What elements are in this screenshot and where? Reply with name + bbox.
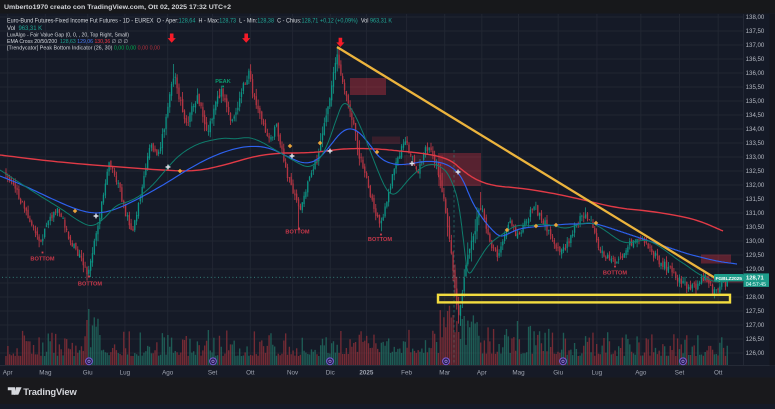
svg-text:135,00: 135,00 (746, 98, 765, 105)
svg-text:FGBLZ2025: FGBLZ2025 (716, 276, 743, 282)
svg-text:128,00: 128,00 (746, 294, 765, 301)
svg-text:135,50: 135,50 (746, 84, 765, 91)
svg-text:PEAK: PEAK (215, 79, 231, 85)
svg-text:133,00: 133,00 (746, 154, 765, 161)
svg-text:131,50: 131,50 (746, 196, 765, 203)
svg-text:2025: 2025 (359, 369, 374, 376)
svg-text:TradingView: TradingView (23, 386, 77, 397)
svg-text:Vol 963,31 K: Vol 963,31 K (7, 26, 42, 32)
svg-text:Lug: Lug (592, 369, 603, 376)
svg-text:Giu: Giu (83, 369, 93, 376)
svg-text:BOTTOM: BOTTOM (368, 237, 392, 243)
svg-text:134,50: 134,50 (746, 112, 765, 119)
svg-text:136,50: 136,50 (746, 56, 765, 63)
svg-text:Umberto1970 creato con Trading: Umberto1970 creato con TradingView.com, … (4, 4, 232, 11)
svg-text:Mag: Mag (512, 369, 525, 376)
svg-text:EMA Cross 20/50/200 128,63 12: EMA Cross 20/50/200 128,63 129,06 130,36… (7, 39, 128, 45)
svg-text:132,00: 132,00 (746, 182, 765, 189)
svg-text:132,50: 132,50 (746, 168, 765, 175)
svg-text:BOTTOM: BOTTOM (30, 257, 54, 263)
svg-text:126,00: 126,00 (746, 350, 765, 357)
svg-text:Mag: Mag (39, 369, 52, 376)
svg-text:136,00: 136,00 (746, 70, 765, 77)
svg-text:126,50: 126,50 (746, 336, 765, 343)
svg-text:Dic: Dic (326, 369, 335, 376)
svg-text:Lug: Lug (120, 369, 131, 376)
svg-text:Set: Set (675, 369, 685, 376)
svg-text:Nov: Nov (287, 369, 299, 376)
svg-text:127,50: 127,50 (746, 308, 765, 315)
svg-text:Feb: Feb (401, 369, 412, 376)
svg-text:131,00: 131,00 (746, 210, 765, 217)
svg-text:127,00: 127,00 (746, 322, 765, 329)
svg-text:04:57:45: 04:57:45 (746, 282, 766, 288)
svg-text:129,50: 129,50 (746, 252, 765, 259)
svg-text:128,71: 128,71 (746, 276, 765, 282)
svg-text:130,00: 130,00 (746, 238, 765, 245)
svg-text:129,00: 129,00 (746, 266, 765, 273)
svg-text:Ago: Ago (162, 369, 174, 376)
svg-text:Apr: Apr (3, 369, 13, 376)
svg-text:Set: Set (208, 369, 218, 376)
svg-text:BOTTOM: BOTTOM (78, 282, 102, 288)
svg-text:137,00: 137,00 (746, 42, 765, 49)
svg-text:BOTTOM: BOTTOM (603, 271, 627, 277)
svg-text:LuxAlgo - Fair Value Gap (0, 0: LuxAlgo - Fair Value Gap (0, 0, , 20, To… (7, 33, 129, 39)
svg-text:Apr: Apr (477, 369, 487, 376)
svg-text:Ott: Ott (714, 369, 723, 376)
svg-text:138,00: 138,00 (746, 14, 765, 21)
svg-text:130,50: 130,50 (746, 224, 765, 231)
svg-text:134,00: 134,00 (746, 126, 765, 133)
svg-text:Ott: Ott (246, 369, 255, 376)
svg-text:BOTTOM: BOTTOM (285, 230, 309, 236)
svg-text:Euro-Bund Futures-Fixed Income: Euro-Bund Futures-Fixed Income Fut Futur… (7, 18, 392, 24)
svg-text:[Trendycator] Peak Bottom Indi: [Trendycator] Peak Bottom Indicator (26,… (7, 46, 160, 52)
svg-text:137,50: 137,50 (746, 28, 765, 35)
svg-text:133,50: 133,50 (746, 140, 765, 147)
svg-text:Mar: Mar (439, 369, 450, 376)
svg-text:Ago: Ago (635, 369, 647, 376)
svg-text:Giu: Giu (553, 369, 563, 376)
